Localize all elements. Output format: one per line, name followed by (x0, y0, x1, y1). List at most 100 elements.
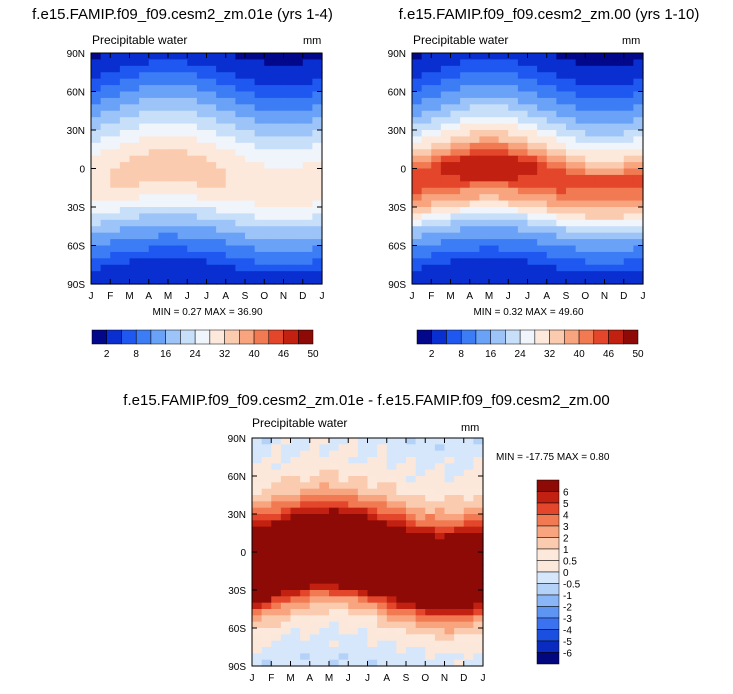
panel1-cell (235, 59, 246, 67)
panel2-cell (537, 219, 548, 227)
colorbar-box (536, 502, 560, 515)
panel1-cell (100, 149, 111, 157)
panel2-cell (556, 91, 567, 99)
x-tick-label: M (164, 291, 172, 302)
x-tick-label: J (481, 673, 486, 684)
panel1-cell (91, 97, 102, 105)
panel1-cell (293, 97, 304, 105)
panel1-cell (235, 181, 246, 189)
colorbar-box (536, 560, 560, 573)
panel2-cell (556, 155, 567, 163)
panel2-cell (527, 104, 538, 112)
panel3-cell (338, 628, 349, 635)
panel1-cell (100, 187, 111, 195)
panel3-cell (396, 495, 407, 502)
panel2-cell (469, 78, 480, 86)
panel3-cell (444, 596, 455, 604)
panel3-cell (425, 457, 436, 464)
panel1-cell (206, 207, 217, 215)
panel2-cell (479, 97, 490, 105)
panel3-cell (300, 628, 311, 635)
panel1-cell (91, 245, 102, 253)
panel3-cell (357, 552, 369, 559)
panel3-cell (329, 457, 340, 464)
panel2-cell (614, 239, 625, 247)
panel2-cell (585, 136, 596, 144)
panel2-cell (623, 130, 634, 138)
panel1-cell (283, 59, 294, 67)
panel3-cell (396, 628, 407, 635)
panel3-cell (271, 628, 282, 635)
panel2-cell (614, 97, 625, 105)
panel2-cell (440, 130, 452, 138)
panel3-cell (425, 609, 436, 616)
panel1-cell (302, 219, 313, 227)
panel1-cell (148, 200, 159, 208)
panel2-cell (412, 194, 423, 202)
panel2-cell (604, 65, 615, 73)
panel2-cell (431, 59, 442, 67)
panel3-cell (300, 653, 311, 661)
panel3-cell (300, 596, 311, 604)
panel3-cell (271, 659, 282, 667)
panel3-cell (425, 533, 436, 540)
panel2-cell (546, 162, 557, 170)
panel1-cell (245, 97, 256, 105)
panel3-cell (261, 590, 272, 597)
panel1-cell (283, 226, 294, 234)
panel3-cell (271, 621, 282, 629)
panel2-cell (498, 91, 509, 99)
panel1-cell (225, 117, 236, 125)
panel1-cell (119, 65, 131, 73)
panel1-cell (293, 219, 304, 227)
panel1-cell (206, 104, 217, 112)
panel2-cell (566, 200, 577, 208)
panel2-cell (479, 136, 490, 144)
panel3-cell (357, 590, 369, 597)
panel3-cell (319, 653, 330, 661)
panel2-cell (412, 104, 423, 112)
panel2-cell (412, 85, 423, 93)
panel2-cell (517, 117, 529, 125)
panel3-cell (338, 539, 349, 547)
panel3-cell (367, 609, 378, 616)
panel3-cell (329, 621, 340, 629)
panel1-cell (264, 232, 275, 240)
panel1-cell (196, 277, 208, 285)
panel3-cell (261, 539, 272, 547)
panel1-cell (302, 78, 313, 86)
panel3-cell (329, 514, 340, 521)
panel1-cell (235, 85, 246, 93)
panel1-cell (283, 200, 294, 208)
panel1-cell (187, 194, 198, 202)
panel3-cell (463, 628, 474, 635)
panel1-cell (293, 130, 304, 138)
panel3-cell (463, 457, 474, 464)
panel2-cell (431, 162, 442, 170)
panel2-cell (440, 104, 452, 112)
panel1-cell (100, 85, 111, 93)
panel1-cell (312, 271, 323, 279)
panel1-cell (216, 72, 227, 80)
y-tick-label: 30S (228, 586, 246, 597)
panel3-cell (386, 476, 397, 483)
panel3-cell (415, 476, 426, 483)
panel1-cell (119, 271, 131, 279)
panel3-cell (444, 628, 455, 635)
colorbar-box (446, 329, 462, 345)
panel1-cell (254, 219, 265, 227)
panel1-cell (168, 130, 179, 138)
panel2-cell (460, 72, 471, 80)
panel1-cell (91, 59, 102, 67)
panel3-cell (377, 647, 388, 654)
panel1-cell (110, 232, 121, 240)
panel2-cell (440, 232, 452, 240)
panel3-cell (271, 577, 282, 585)
panel1-cell (225, 104, 236, 112)
panel3-cell (252, 457, 263, 464)
panel1-cell (187, 59, 198, 67)
panel3-cell (386, 602, 397, 610)
panel1-cell (302, 181, 313, 189)
panel2-cell (479, 59, 490, 67)
panel3-cell (252, 450, 263, 458)
